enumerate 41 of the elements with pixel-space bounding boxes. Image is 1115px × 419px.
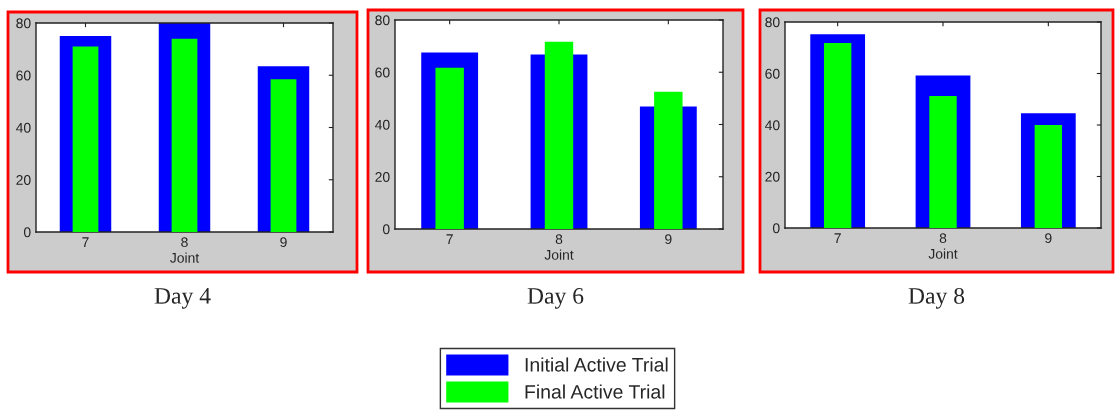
x-axis-title: Joint <box>544 249 574 260</box>
bar <box>544 41 574 229</box>
y-tick-label: 40 <box>16 122 31 133</box>
x-tick-label: 8 <box>181 237 188 248</box>
x-tick-label: 7 <box>834 233 841 243</box>
bar <box>435 67 464 229</box>
y-tick-label: 60 <box>16 70 31 81</box>
y-tick-label: 60 <box>765 68 780 79</box>
x-tick-label: 8 <box>939 233 947 244</box>
y-tick-label: 0 <box>382 224 390 235</box>
x-tick-label: 9 <box>1045 233 1052 244</box>
y-tick-label: 20 <box>16 175 31 185</box>
y-tick-label: 0 <box>23 227 31 238</box>
bar <box>1034 125 1063 228</box>
x-tick-label: 8 <box>555 234 563 245</box>
bar <box>654 91 683 229</box>
y-tick-label: 40 <box>765 120 780 131</box>
text: Day 4 <box>154 288 211 309</box>
y-tick-label: 40 <box>375 119 390 130</box>
bar <box>270 79 297 232</box>
text: Day 6 <box>527 287 584 309</box>
x-tick-label: 7 <box>82 237 89 247</box>
y-tick-label: 20 <box>375 172 390 182</box>
text: Day 8 <box>908 287 965 309</box>
bar <box>823 43 852 228</box>
x-axis-title: Joint <box>928 248 958 259</box>
y-tick-label: 20 <box>765 171 780 182</box>
legend-label: Final Active Trial <box>525 384 665 399</box>
bar <box>72 46 99 232</box>
y-tick-label: 60 <box>375 67 390 78</box>
bar <box>929 95 957 228</box>
x-axis-title: Joint <box>170 252 200 263</box>
x-tick-label: 7 <box>446 234 453 244</box>
y-tick-label: 80 <box>765 17 780 28</box>
y-tick-label: 80 <box>16 18 31 29</box>
y-tick-label: 80 <box>375 15 390 26</box>
y-tick-label: 0 <box>772 223 780 234</box>
x-tick-label: 9 <box>665 234 672 245</box>
legend-label: Initial Active Trial <box>525 357 668 372</box>
bar <box>171 38 198 232</box>
x-tick-label: 9 <box>280 237 287 248</box>
